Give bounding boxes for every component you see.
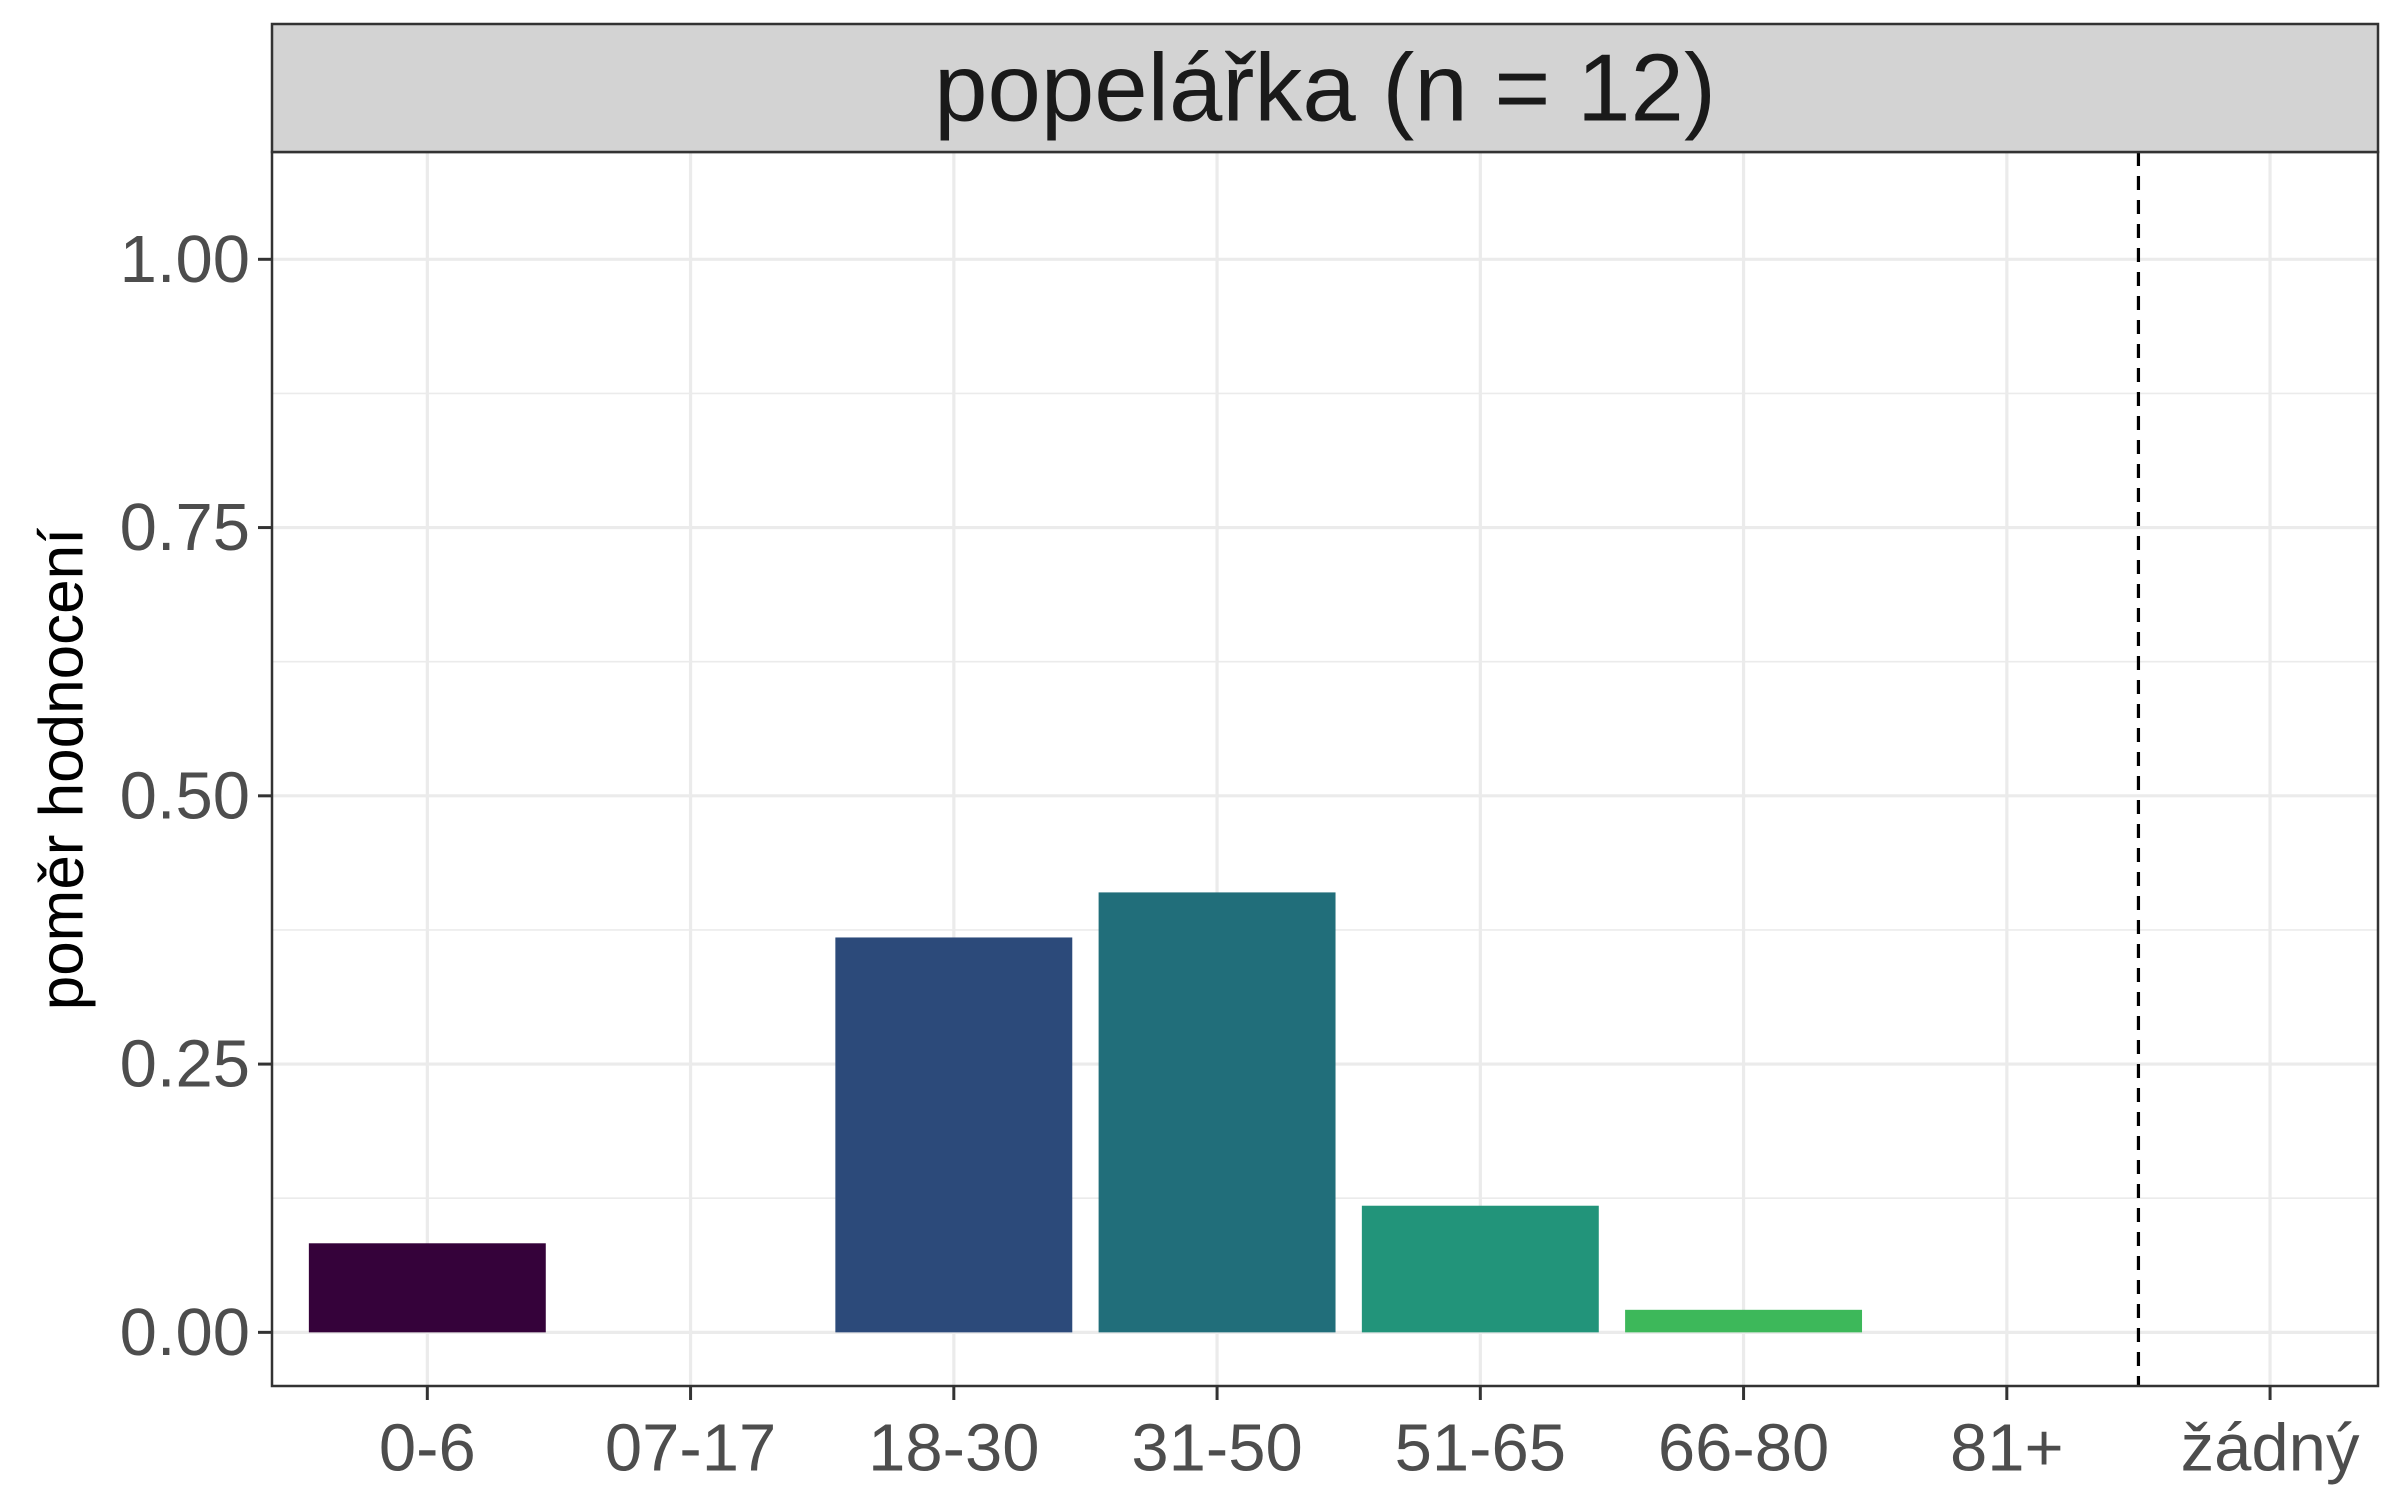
bar-0-6 <box>308 1243 546 1333</box>
bar-31-50 <box>1098 892 1336 1333</box>
x-axis: 0-6 07-17 18-30 31-50 51-65 66-80 81+ žádný <box>379 1386 2360 1486</box>
y-tick-label: 0.50 <box>120 758 250 833</box>
x-tick-label: 0-6 <box>379 1411 476 1486</box>
y-axis: 0.00 0.25 0.50 0.75 1.00 <box>120 222 272 1370</box>
y-tick-label: 1.00 <box>120 222 250 297</box>
bar-51-65 <box>1361 1205 1599 1333</box>
y-tick-label: 0.25 <box>120 1027 250 1102</box>
bars <box>308 892 1863 1333</box>
x-tick-label: 07-17 <box>605 1411 776 1486</box>
y-axis-title: poměr hodnocení <box>28 528 97 1011</box>
y-tick-label: 0.00 <box>120 1295 250 1370</box>
x-tick-label: žádný <box>2181 1411 2360 1486</box>
bar-18-30 <box>835 937 1073 1333</box>
facet-strip <box>270 22 2380 154</box>
facet-strip-title: popelářka (n = 12) <box>934 35 1716 142</box>
bar-66-80 <box>1625 1309 1863 1333</box>
x-tick-label: 51-65 <box>1395 1411 1566 1486</box>
x-tick-label: 31-50 <box>1131 1411 1302 1486</box>
x-tick-label: 18-30 <box>868 1411 1039 1486</box>
y-tick-label: 0.75 <box>120 490 250 565</box>
x-tick-label: 81+ <box>1950 1411 2064 1486</box>
x-tick-label: 66-80 <box>1658 1411 1829 1486</box>
